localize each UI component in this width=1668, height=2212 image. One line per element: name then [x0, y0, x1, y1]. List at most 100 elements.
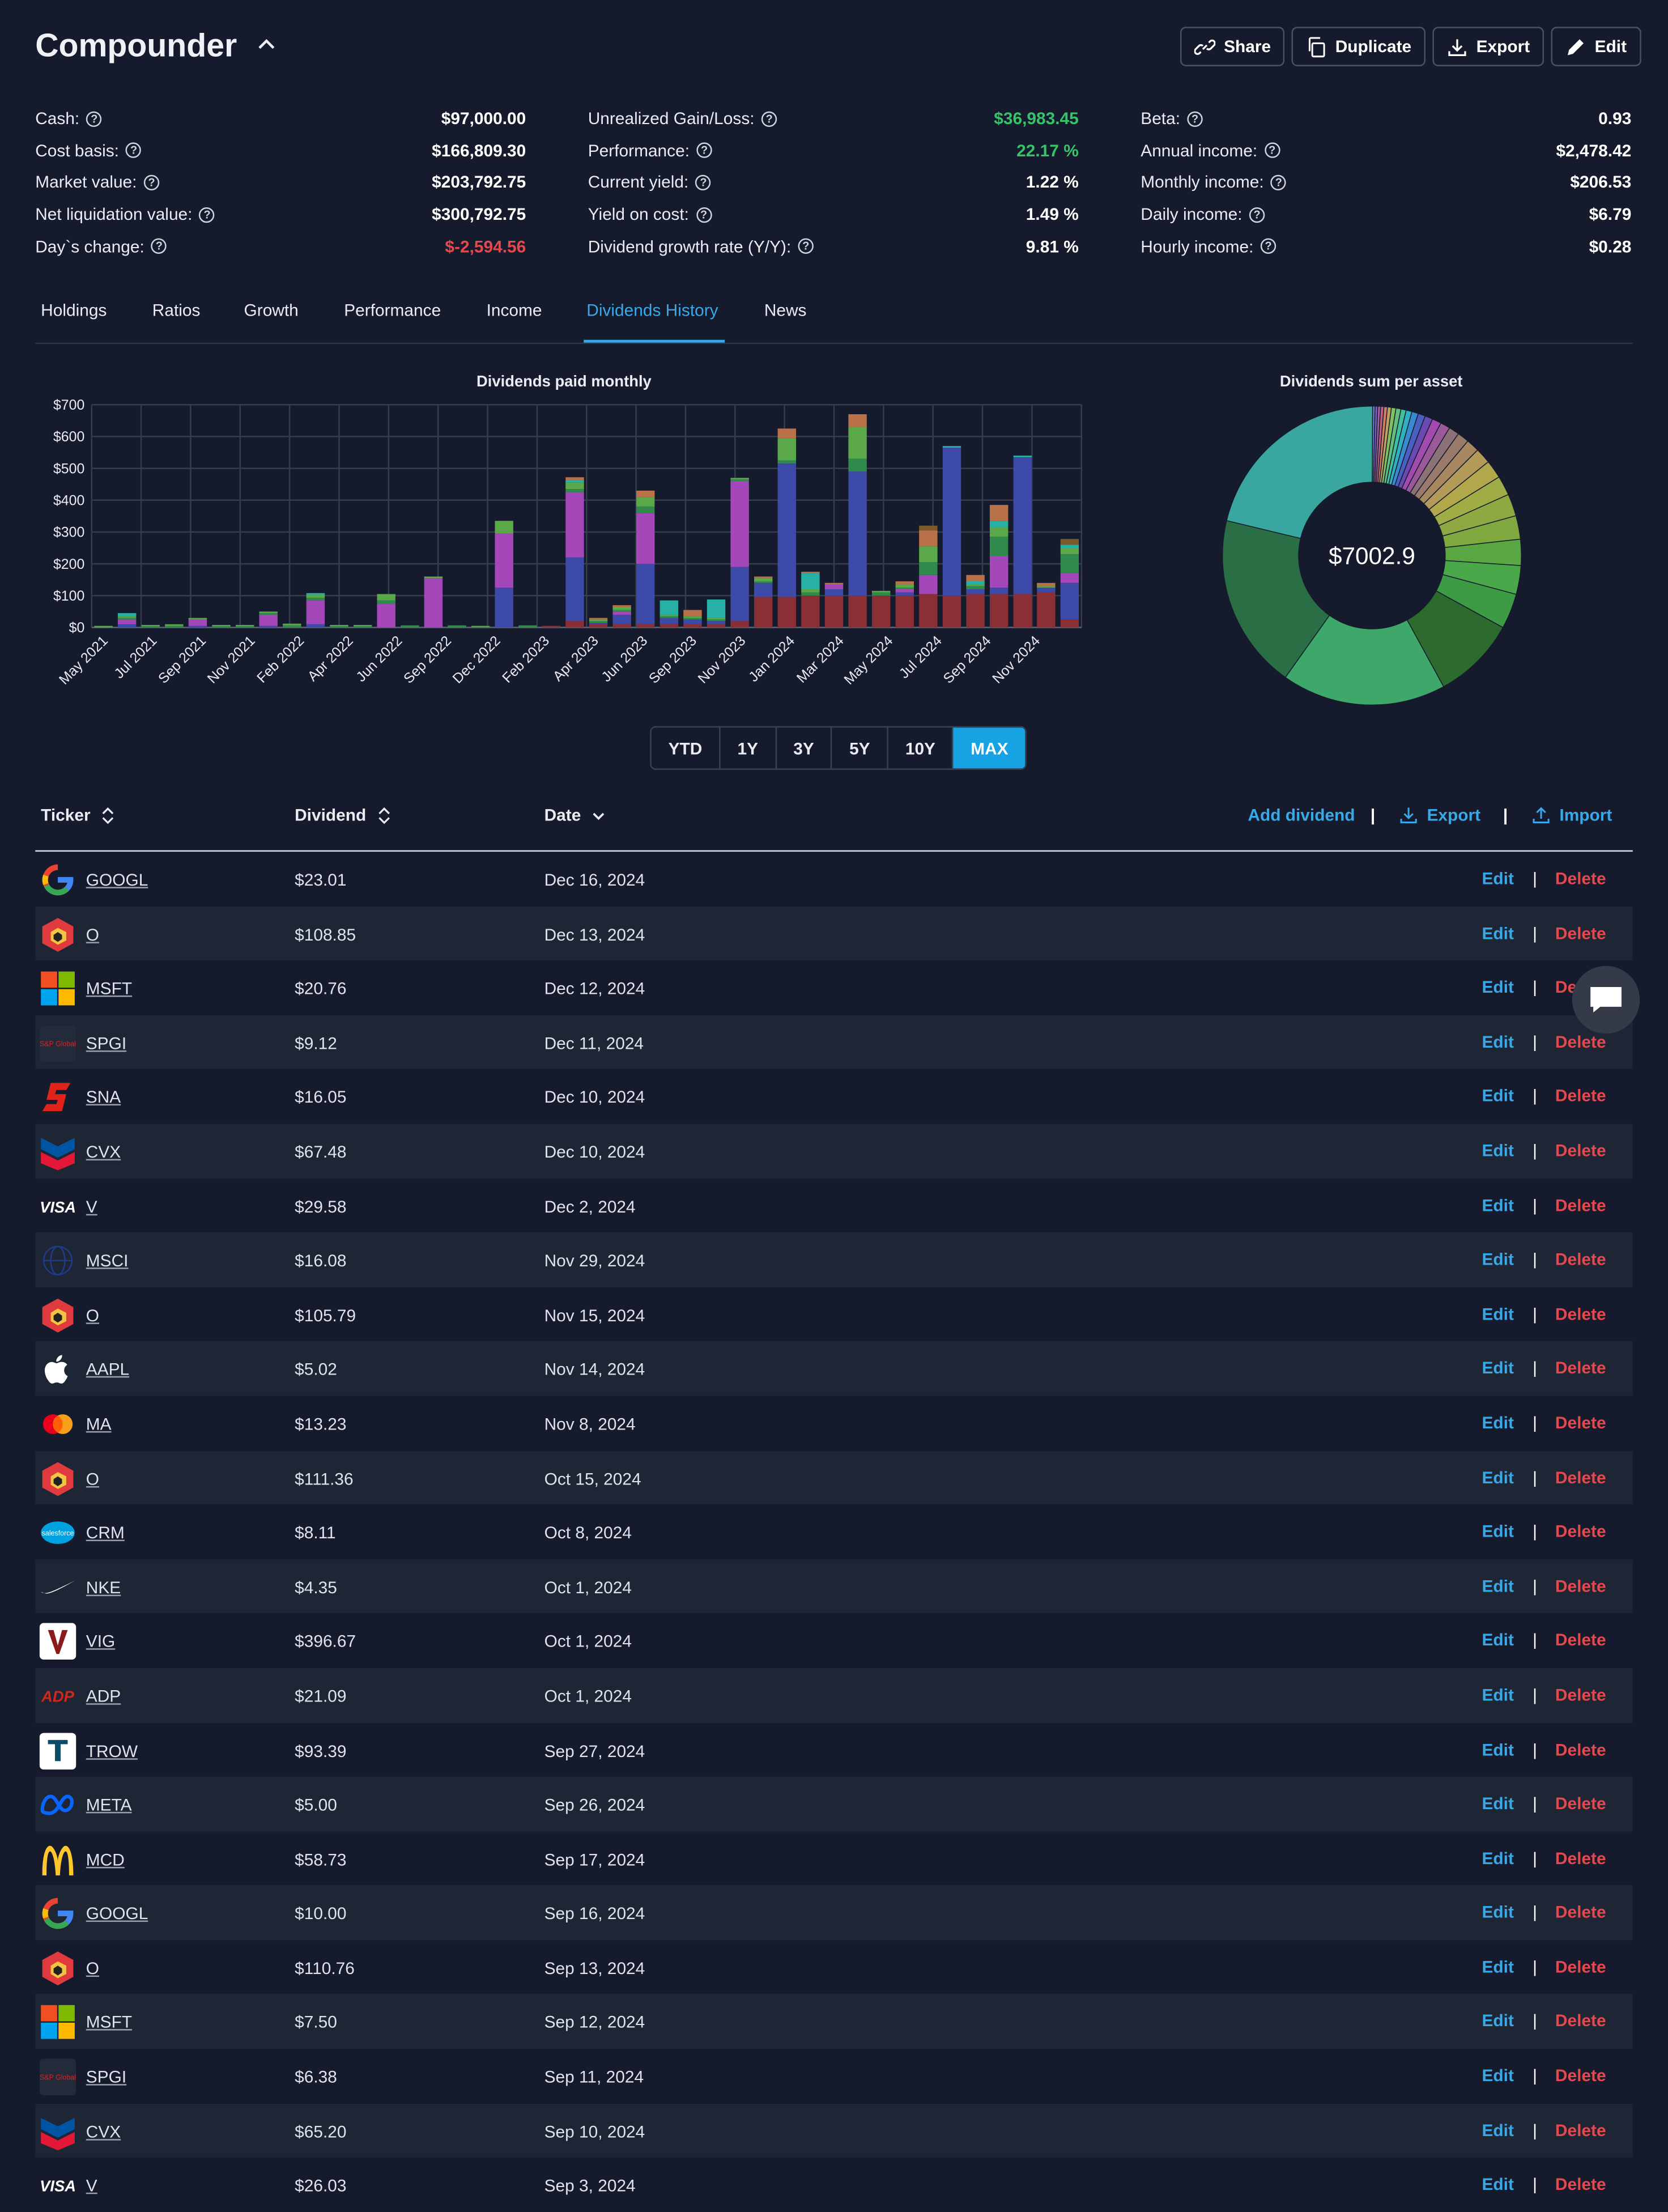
edit-row-button[interactable]: Edit: [1482, 1032, 1514, 1052]
tab-dividends-history[interactable]: Dividends History: [586, 300, 718, 320]
delete-row-button[interactable]: Delete: [1555, 1956, 1606, 1977]
ticker-link[interactable]: O: [86, 1305, 100, 1325]
ticker-link[interactable]: MSCI: [86, 1250, 129, 1271]
range-button-ytd[interactable]: YTD: [652, 728, 721, 769]
delete-row-button[interactable]: Delete: [1555, 868, 1606, 888]
edit-row-button[interactable]: Edit: [1482, 1358, 1514, 1379]
help-icon[interactable]: ?: [126, 143, 142, 159]
delete-row-button[interactable]: Delete: [1555, 1467, 1606, 1487]
edit-row-button[interactable]: Edit: [1482, 868, 1514, 888]
range-button-max[interactable]: MAX: [954, 728, 1026, 769]
edit-row-button[interactable]: Edit: [1482, 1413, 1514, 1433]
edit-row-button[interactable]: Edit: [1482, 1195, 1514, 1215]
ticker-link[interactable]: META: [86, 1795, 132, 1815]
help-icon[interactable]: ?: [696, 206, 712, 223]
ticker-link[interactable]: SPGI: [86, 2067, 127, 2087]
ticker-link[interactable]: SNA: [86, 1087, 121, 1108]
tab-performance[interactable]: Performance: [344, 300, 441, 320]
tab-news[interactable]: News: [764, 300, 807, 320]
help-icon[interactable]: ?: [1271, 175, 1287, 190]
edit-row-button[interactable]: Edit: [1482, 1902, 1514, 1922]
help-icon[interactable]: ?: [1260, 239, 1276, 254]
add-dividend-button[interactable]: Add dividend: [1248, 805, 1355, 825]
delete-row-button[interactable]: Delete: [1555, 2175, 1606, 2194]
edit-row-button[interactable]: Edit: [1482, 1793, 1514, 1814]
ticker-link[interactable]: GOOGL: [86, 1904, 148, 1924]
ticker-link[interactable]: MSFT: [86, 2013, 133, 2033]
ticker-link[interactable]: CRM: [86, 1522, 125, 1543]
delete-row-button[interactable]: Delete: [1555, 1249, 1606, 1270]
range-button-10y[interactable]: 10Y: [888, 728, 954, 769]
ticker-link[interactable]: MCD: [86, 1849, 125, 1870]
edit-row-button[interactable]: Edit: [1482, 2175, 1514, 2194]
delete-row-button[interactable]: Delete: [1555, 923, 1606, 943]
ticker-link[interactable]: ADP: [86, 1686, 121, 1706]
delete-row-button[interactable]: Delete: [1555, 1086, 1606, 1106]
delete-row-button[interactable]: Delete: [1555, 1304, 1606, 1324]
range-button-3y[interactable]: 3Y: [776, 728, 833, 769]
delete-row-button[interactable]: Delete: [1555, 1032, 1606, 1052]
delete-row-button[interactable]: Delete: [1555, 1739, 1606, 1759]
edit-row-button[interactable]: Edit: [1482, 923, 1514, 943]
edit-row-button[interactable]: Edit: [1482, 1304, 1514, 1324]
export-portfolio-button[interactable]: Export: [1432, 27, 1544, 66]
edit-row-button[interactable]: Edit: [1482, 1630, 1514, 1651]
export-table-button[interactable]: Export: [1399, 805, 1480, 825]
help-icon[interactable]: ?: [151, 239, 167, 254]
delete-row-button[interactable]: Delete: [1555, 2120, 1606, 2140]
help-icon[interactable]: ?: [696, 143, 712, 159]
edit-row-button[interactable]: Edit: [1482, 1467, 1514, 1487]
ticker-link[interactable]: V: [86, 2176, 97, 2196]
ticker-link[interactable]: SPGI: [86, 1033, 127, 1053]
ticker-link[interactable]: VIG: [86, 1632, 116, 1652]
ticker-link[interactable]: O: [86, 924, 100, 945]
edit-row-button[interactable]: Edit: [1482, 2011, 1514, 2031]
ticker-link[interactable]: V: [86, 1196, 97, 1216]
edit-row-button[interactable]: Edit: [1482, 1684, 1514, 1705]
help-icon[interactable]: ?: [86, 111, 103, 127]
help-icon[interactable]: ?: [143, 175, 160, 190]
delete-row-button[interactable]: Delete: [1555, 1413, 1606, 1433]
ticker-link[interactable]: NKE: [86, 1577, 121, 1597]
edit-row-button[interactable]: Edit: [1482, 1739, 1514, 1759]
delete-row-button[interactable]: Delete: [1555, 1630, 1606, 1651]
tab-income[interactable]: Income: [486, 300, 542, 320]
delete-row-button[interactable]: Delete: [1555, 1576, 1606, 1596]
delete-row-button[interactable]: Delete: [1555, 2011, 1606, 2031]
ticker-link[interactable]: MA: [86, 1414, 112, 1434]
delete-row-button[interactable]: Delete: [1555, 1521, 1606, 1542]
share-button[interactable]: Share: [1180, 27, 1286, 66]
ticker-link[interactable]: AAPL: [86, 1359, 130, 1380]
delete-row-button[interactable]: Delete: [1555, 1358, 1606, 1379]
delete-row-button[interactable]: Delete: [1555, 2065, 1606, 2086]
range-button-1y[interactable]: 1Y: [721, 728, 777, 769]
edit-row-button[interactable]: Edit: [1482, 1576, 1514, 1596]
edit-row-button[interactable]: Edit: [1482, 1848, 1514, 1868]
chevron-up-icon[interactable]: [257, 34, 276, 54]
ticker-link[interactable]: CVX: [86, 1142, 121, 1162]
help-icon[interactable]: ?: [1187, 111, 1203, 127]
edit-row-button[interactable]: Edit: [1482, 1086, 1514, 1106]
ticker-link[interactable]: MSFT: [86, 979, 133, 999]
delete-row-button[interactable]: Delete: [1555, 1195, 1606, 1215]
tab-growth[interactable]: Growth: [244, 300, 299, 320]
edit-row-button[interactable]: Edit: [1482, 1249, 1514, 1270]
dividend-column-header[interactable]: Dividend: [295, 805, 390, 825]
delete-row-button[interactable]: Delete: [1555, 1793, 1606, 1814]
edit-row-button[interactable]: Edit: [1482, 2120, 1514, 2140]
edit-row-button[interactable]: Edit: [1482, 1141, 1514, 1161]
date-column-header[interactable]: Date: [544, 805, 605, 825]
tab-holdings[interactable]: Holdings: [41, 300, 107, 320]
help-icon[interactable]: ?: [1249, 206, 1265, 223]
import-button[interactable]: Import: [1531, 805, 1612, 825]
edit-row-button[interactable]: Edit: [1482, 1521, 1514, 1542]
ticker-column-header[interactable]: Ticker: [41, 805, 114, 825]
ticker-link[interactable]: CVX: [86, 2121, 121, 2142]
delete-row-button[interactable]: Delete: [1555, 1848, 1606, 1868]
delete-row-button[interactable]: Delete: [1555, 1902, 1606, 1922]
edit-portfolio-button[interactable]: Edit: [1551, 27, 1641, 66]
edit-row-button[interactable]: Edit: [1482, 2065, 1514, 2086]
edit-row-button[interactable]: Edit: [1482, 977, 1514, 997]
help-icon[interactable]: ?: [1264, 143, 1280, 159]
help-icon[interactable]: ?: [695, 175, 712, 190]
